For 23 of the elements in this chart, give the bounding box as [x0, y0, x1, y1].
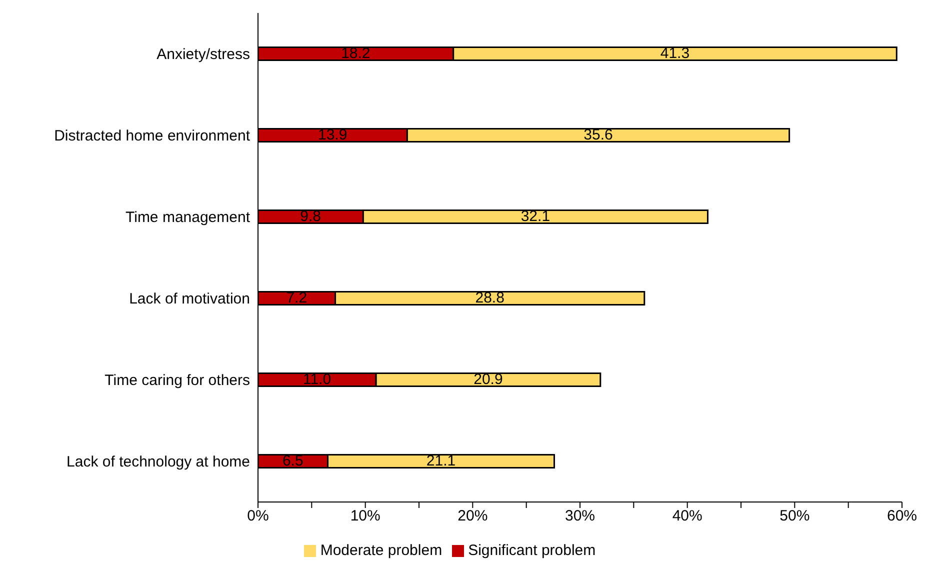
data-label: 13.9 [318, 126, 348, 144]
x-tick-label: 10% [350, 508, 380, 525]
legend-label: Significant problem [468, 542, 596, 559]
y-tick-label: Time caring for others [104, 372, 250, 390]
data-label: 11.0 [302, 371, 332, 388]
data-label: 9.8 [300, 208, 322, 226]
y-tick-label: Anxiety/stress [156, 46, 250, 64]
x-tick-label: 40% [672, 508, 702, 525]
x-tick-label: 20% [458, 508, 488, 525]
y-tick-label: Distracted home environment [54, 128, 251, 145]
data-label: 21.1 [426, 452, 456, 470]
y-tick-label: Time management [126, 209, 251, 226]
data-label: 20.9 [474, 371, 503, 388]
legend-label: Moderate problem [320, 542, 442, 559]
data-label: 18.2 [341, 45, 370, 62]
y-tick-label: Lack of technology at home [66, 454, 250, 471]
y-tick-label: Lack of motivation [129, 290, 250, 308]
data-label: 41.3 [660, 45, 690, 62]
x-tick-label: 30% [564, 508, 596, 525]
x-tick-label: 50% [780, 508, 810, 525]
data-label: 32.1 [520, 208, 550, 226]
x-tick-label: 0% [247, 508, 269, 525]
x-tick-label: 60% [886, 508, 918, 525]
